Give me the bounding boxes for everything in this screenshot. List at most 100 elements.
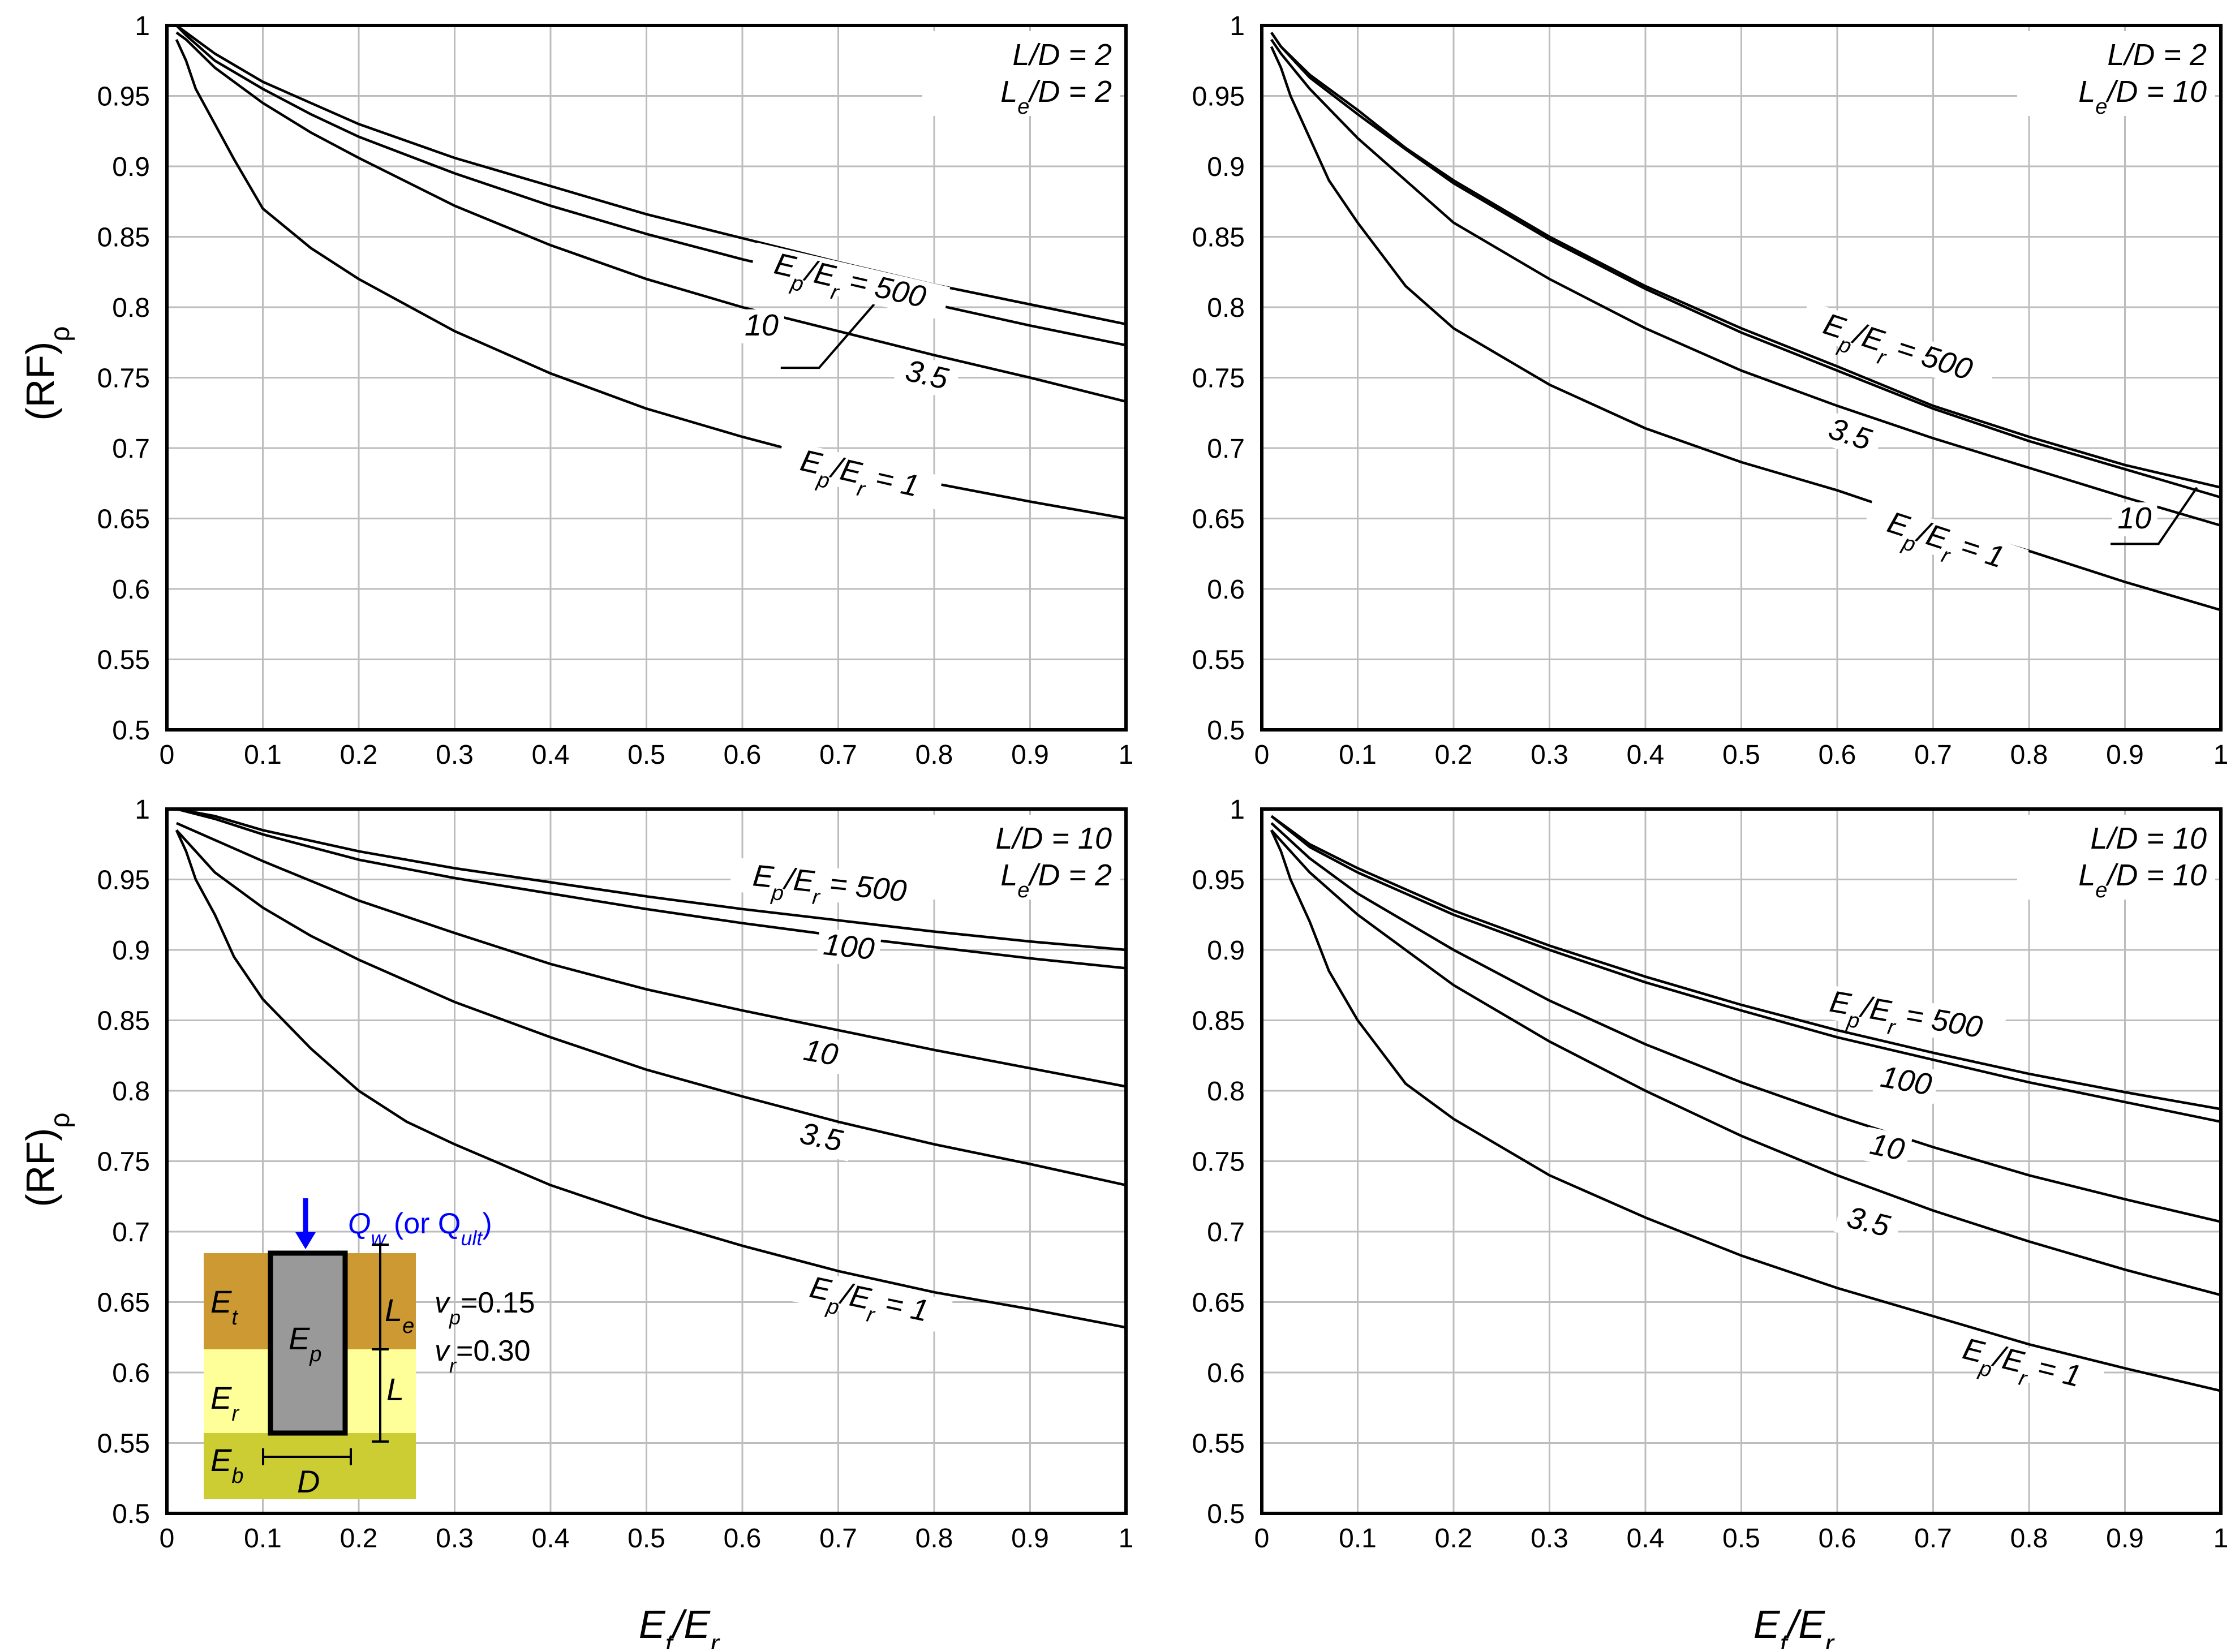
curve-label-bg — [1815, 409, 1885, 461]
pile-inset-diagram: Qw (or Qult) Et Er Eb Ep Le L D vp=0.15 … — [204, 1198, 535, 1499]
y-tick-label: 0.75 — [97, 1147, 150, 1177]
curve-label: 3.5 — [1815, 409, 1885, 461]
curve-label: Ep/Er = 500 — [729, 857, 930, 912]
y-tick-label: 0.55 — [1192, 1429, 1245, 1459]
series-line-4 — [1270, 829, 2221, 1392]
series-line-3 — [1270, 829, 2221, 1297]
x-axis-title-left: Et/Er — [639, 1602, 720, 1649]
chart-panel-top-right: 0 0.1 0.2 0.3 0.4 0.5 0.6 0.7 0.8 0.9 1 0.5 0.55 0.6 0… — [1192, 11, 2229, 770]
x-tick-label: 0.2 — [340, 740, 378, 770]
x-tick-label: 0.2 — [1435, 1524, 1473, 1554]
x-tick-label: 0.5 — [1722, 740, 1760, 770]
y-tick-label: 0.85 — [1192, 1006, 1245, 1036]
curve-label-text: 10 — [801, 1033, 841, 1073]
y-tick-label: 0.7 — [112, 434, 150, 464]
panel-annotation-line: L/D = 10 — [995, 821, 1112, 855]
x-tick-label: 0.7 — [819, 740, 857, 770]
x-tick-label: 0.8 — [2010, 740, 2048, 770]
x-tick-label: 1 — [2213, 740, 2229, 770]
series-line-0 — [1270, 32, 2221, 489]
chart-panels: 0 0.1 0.2 0.3 0.4 0.5 0.6 0.7 0.8 0.9 1 0.5 0.55 0.6 0… — [97, 11, 2229, 1554]
curve-label-text: 3.5 — [902, 354, 952, 397]
x-tick-label: 0.5 — [1722, 1524, 1760, 1554]
plot-frame — [1260, 24, 2223, 732]
y-tick-label: 1 — [135, 11, 150, 41]
x-tick-label: 0.8 — [916, 1524, 953, 1554]
load-label: Qw (or Qult) — [348, 1207, 492, 1250]
plot-frame — [1260, 807, 2223, 1515]
curve-label-bg — [738, 309, 784, 343]
curve-label: 100 — [816, 927, 882, 969]
x-tick-label: 0.4 — [1627, 1524, 1665, 1554]
series-line-0 — [176, 807, 1127, 952]
load-arrow-head — [295, 1232, 316, 1249]
series-line-1 — [1270, 32, 2221, 499]
y-tick-label: 0.8 — [1207, 293, 1245, 323]
curve-label-text: Ep/Er = 500 — [769, 247, 929, 324]
y-tick-label: 0.75 — [1192, 364, 1245, 394]
y-tick-label: 0.75 — [1192, 1147, 1245, 1177]
x-tick-label: 0.9 — [2106, 740, 2144, 770]
chart-panel-bottom-left: 0 0.1 0.2 0.3 0.4 0.5 0.6 0.7 0.8 0.9 1 0.5 0.55 0.6 0… — [97, 795, 1134, 1554]
curve-label-bg — [795, 1032, 846, 1074]
panel-annotation-line: Le/D = 2 — [1000, 858, 1112, 902]
y-axis-title-bottom: (RF)ρ — [18, 1112, 75, 1207]
x-tick-label: 0.6 — [1819, 740, 1856, 770]
poisson-pile-label: vp=0.15 — [435, 1287, 535, 1329]
x-tick-label: 0.2 — [1435, 740, 1473, 770]
panel-annotation-line: Le/D = 2 — [1000, 75, 1112, 119]
curve-label: 10 — [2112, 501, 2157, 536]
series-line-1 — [1270, 815, 2221, 1124]
x-tick-label: 0.9 — [1011, 1524, 1049, 1554]
chart-panel-bottom-right: 0 0.1 0.2 0.3 0.4 0.5 0.6 0.7 0.8 0.9 1 0.5 0.55 0.6 0… — [1192, 795, 2229, 1554]
y-tick-label: 0.7 — [1207, 434, 1245, 464]
x-tick-label: 0.1 — [244, 740, 282, 770]
x-tick-label: 0.8 — [916, 740, 953, 770]
panel-annotation-bg — [2017, 31, 2215, 116]
y-tick-label: 0.7 — [1207, 1218, 1245, 1247]
curve-label: 3.5 — [892, 352, 961, 399]
x-tick-label: 0.1 — [1339, 1524, 1377, 1554]
y-tick-label: 0.5 — [112, 716, 150, 746]
curve-label: Ep/Er = 1 — [1862, 499, 2029, 583]
curve-label: 10 — [738, 308, 784, 343]
curve-label: Ep/Er = 1 — [775, 439, 944, 510]
panel-annotation-bg — [922, 815, 1120, 900]
pile-rect — [268, 1250, 348, 1436]
curve-label: 3.5 — [1834, 1199, 1903, 1247]
x-tick-label: 0.9 — [1011, 740, 1049, 770]
y-axis-title-top: (RF)ρ — [18, 326, 75, 420]
y-tick-label: 0.95 — [1192, 82, 1245, 112]
embed-length-label: Le — [385, 1292, 414, 1338]
curve-label: Ep/Er = 1 — [1937, 1327, 2105, 1400]
x-tick-label: 0 — [1254, 740, 1270, 770]
curve-label-bg — [775, 439, 944, 510]
diameter-label: D — [297, 1464, 320, 1499]
layer-mid-label: Er — [210, 1380, 239, 1426]
y-tick-label: 0.95 — [1192, 866, 1245, 896]
panel-annotation-line: Le/D = 10 — [2078, 75, 2207, 119]
panel-annotation-line: L/D = 2 — [1012, 38, 1112, 72]
series-line-2 — [175, 821, 1127, 1088]
curve-label-text: Ep/Er = 1 — [805, 1270, 931, 1338]
plot-frame — [165, 24, 1128, 732]
y-tick-label: 0.65 — [1192, 505, 1245, 535]
curve-label-bg — [729, 857, 930, 912]
series-line-3 — [175, 829, 1127, 1186]
series-line-2 — [175, 31, 1127, 403]
plot-frame — [165, 807, 1128, 1515]
curve-label-text: 10 — [745, 308, 779, 342]
curve-label: 100 — [1872, 1060, 1940, 1104]
y-tick-label: 1 — [1230, 795, 1245, 825]
y-tick-label: 0.8 — [1207, 1077, 1245, 1107]
curve-label-text: 100 — [822, 927, 876, 966]
x-tick-label: 0.6 — [724, 1524, 762, 1554]
y-tick-label: 0.9 — [112, 152, 150, 182]
curve-label-text: 3.5 — [1844, 1200, 1894, 1244]
y-tick-label: 0.6 — [112, 575, 150, 605]
curve-label: Ep/Er = 1 — [785, 1266, 953, 1338]
x-tick-label: 0.7 — [1914, 740, 1952, 770]
layer-bottom-label: Eb — [210, 1442, 244, 1488]
